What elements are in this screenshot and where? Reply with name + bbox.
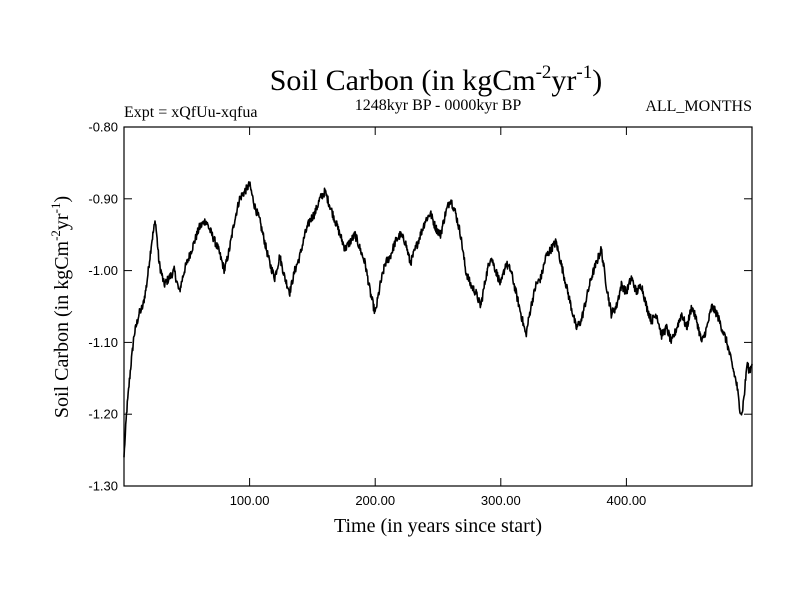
x-axis: 100.00 200.00 300.00 400.00 — [230, 127, 647, 508]
y-tick-label: -0.80 — [88, 120, 118, 135]
x-tick-label: 300.00 — [481, 493, 521, 508]
x-tick-label: 200.00 — [355, 493, 395, 508]
y-tick-label: -1.10 — [88, 335, 118, 350]
y-axis-label: Soil Carbon (in kgCm-2yr-1) — [48, 196, 73, 418]
y-tick-label: -1.30 — [88, 479, 118, 494]
x-axis-label: Time (in years since start) — [334, 515, 542, 537]
time-range-label: 1248kyr BP - 0000kyr BP — [355, 97, 522, 114]
months-label: ALL_MONTHS — [645, 98, 752, 115]
y-tick-label: -1.00 — [88, 263, 118, 278]
chart-title: Soil Carbon (in kgCm-2yr-1) — [270, 62, 603, 97]
y-tick-label: -1.20 — [88, 407, 118, 422]
x-tick-label: 100.00 — [230, 493, 270, 508]
experiment-label: Expt = xQfUu-xqfua — [124, 104, 257, 121]
soil-carbon-line — [123, 181, 753, 458]
plot-frame — [123, 126, 753, 487]
y-axis: -1.30 -1.20 -1.10 -1.00 -0.90 -0.80 — [88, 120, 752, 494]
x-tick-label: 400.00 — [607, 493, 647, 508]
y-tick-label: -0.90 — [88, 191, 118, 206]
